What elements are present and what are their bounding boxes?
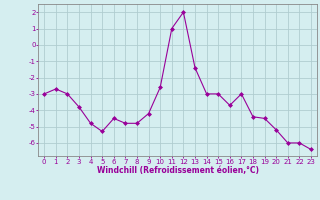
X-axis label: Windchill (Refroidissement éolien,°C): Windchill (Refroidissement éolien,°C) bbox=[97, 166, 259, 175]
